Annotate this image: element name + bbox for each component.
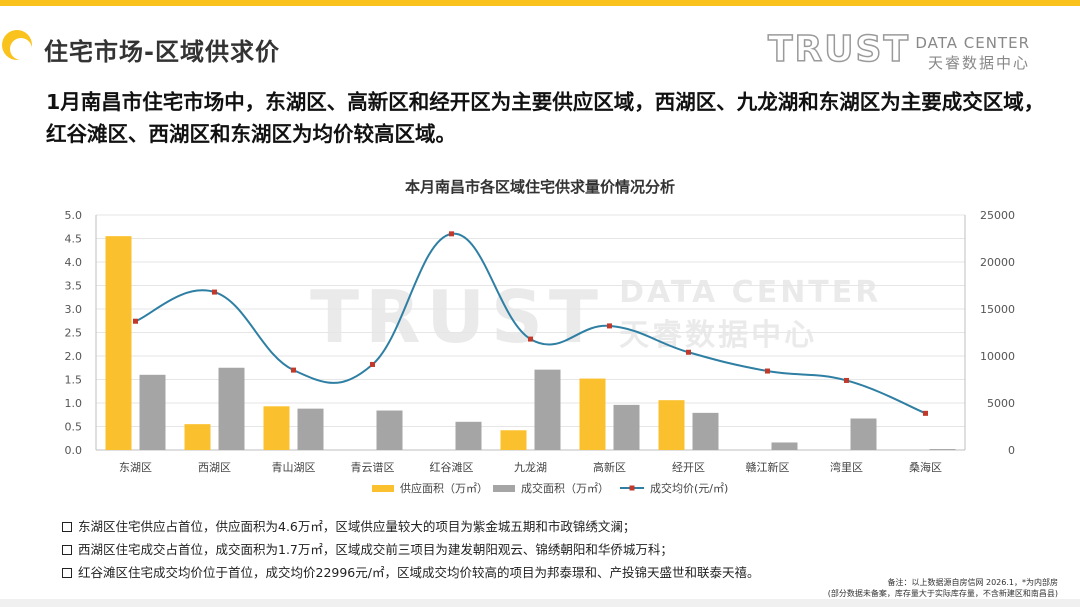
legend-price-label: 成交均价(元/㎡) (650, 481, 728, 495)
y-left-tick-label: 3.5 (65, 280, 83, 293)
supply-bar (500, 430, 527, 450)
chart-title: 本月南昌市各区域住宅供求量价情况分析 (404, 178, 675, 196)
y-left-tick-label: 0.5 (65, 421, 83, 434)
x-tick-label: 桑海区 (909, 460, 942, 474)
y-right-tick-label: 10000 (980, 350, 1015, 363)
price-point (449, 231, 454, 237)
y-left-tick-label: 3.0 (65, 303, 83, 316)
y-right-tick-label: 5000 (987, 397, 1015, 410)
footnote: 备注：以上数据源自房信网 2026.1，*为内部房 (部分数据未备案，库存量大于… (827, 578, 1058, 598)
supply-bar (658, 400, 685, 450)
price-point (844, 377, 849, 383)
deal-bar (534, 369, 561, 450)
y-right-tick-label: 0 (1008, 444, 1015, 457)
price-point (607, 323, 612, 329)
x-tick-label: 青云谱区 (351, 460, 395, 474)
page-header: 住宅市场-区域供求价 TRUST DATA CENTER 天睿数据中心 (0, 6, 1080, 76)
deal-bar (218, 367, 245, 450)
bottom-bar (0, 599, 1080, 607)
x-tick-label: 红谷滩区 (430, 460, 474, 474)
price-point (528, 336, 533, 342)
checkbox-square-icon (62, 567, 72, 578)
y-left-tick-label: 1.0 (65, 397, 83, 410)
x-tick-label: 青山湖区 (272, 461, 316, 474)
legend-price-marker (629, 485, 635, 491)
legend-supply-label: 供应面积（万㎡） (400, 481, 488, 495)
supply-bar (579, 378, 606, 450)
y-left-tick-label: 5.0 (65, 209, 83, 222)
x-tick-label: 经开区 (672, 461, 705, 474)
price-point (133, 318, 138, 324)
y-left-tick-label: 1.5 (65, 374, 83, 387)
x-tick-label: 高新区 (593, 460, 626, 474)
brand-subtitle-cn: 天睿数据中心 (927, 54, 1030, 72)
y-right-tick-label: 20000 (980, 256, 1015, 269)
deal-bar (850, 418, 877, 450)
note-item: 西湖区住宅成交占首位，成交面积为1.7万㎡，区域成交前三项目为建发朝阳观云、锦绣… (62, 538, 759, 561)
price-point (370, 361, 375, 367)
deal-bar (455, 421, 482, 450)
x-tick-label: 九龙湖 (514, 461, 547, 474)
price-point (686, 349, 691, 355)
price-point (212, 289, 217, 295)
page-title: 住宅市场-区域供求价 (44, 38, 280, 66)
brand-subtitle-en: DATA CENTER (915, 34, 1030, 52)
note-item: 东湖区住宅供应占首位，供应面积为4.6万㎡，区域供应量较大的项目为紫金城五期和市… (62, 515, 759, 538)
logo-circle-icon (2, 30, 32, 60)
deal-bar (139, 374, 166, 450)
checkbox-square-icon (62, 544, 72, 555)
supply-demand-price-chart: 0.0 0.5 1.0 1.5 2.0 2.5 3.0 3.5 4.0 4.5 5.0 0 5000 10… (65, 209, 1016, 495)
legend-deal-swatch (493, 485, 515, 492)
y-left-tick-label: 4.5 (65, 233, 83, 246)
brand-trust-text: TRUST (767, 29, 910, 70)
price-point (291, 367, 296, 373)
y-left-tick-label: 2.5 (65, 327, 83, 340)
deal-bar (297, 408, 324, 450)
note-item: 红谷滩区住宅成交均价位于首位，成交均价22996元/㎡，区域成交均价较高的项目为… (62, 561, 759, 584)
checkbox-square-icon (62, 521, 72, 532)
supply-bar (105, 236, 132, 450)
price-point (765, 368, 770, 374)
x-tick-label: 西湖区 (198, 461, 231, 474)
notes-list: 东湖区住宅供应占首位，供应面积为4.6万㎡，区域供应量较大的项目为紫金城五期和市… (62, 515, 759, 584)
supply-bar (184, 424, 211, 450)
supply-bar (263, 406, 290, 450)
x-tick-label: 东湖区 (119, 461, 152, 474)
deal-bar (376, 410, 403, 450)
legend-deal-label: 成交面积（万㎡） (521, 481, 609, 495)
price-point (923, 410, 928, 416)
deal-bar (692, 412, 719, 450)
legend-supply-swatch (372, 485, 394, 492)
y-left-tick-label: 4.0 (65, 256, 83, 269)
y-left-tick-label: 0.0 (65, 444, 83, 457)
x-tick-label: 赣江新区 (746, 460, 790, 474)
price-line (135, 232, 926, 415)
deal-bar (929, 449, 956, 450)
summary-text: 1月南昌市住宅市场中，东湖区、高新区和经开区为主要供应区域，西湖区、九龙湖和东湖… (46, 90, 1045, 146)
deal-bar (771, 442, 798, 450)
y-left-tick-label: 2.0 (65, 350, 83, 363)
y-right-tick-label: 25000 (980, 209, 1015, 222)
top-accent-bar (0, 0, 1080, 6)
deal-bar (613, 404, 640, 450)
y-right-tick-label: 15000 (980, 303, 1015, 316)
x-tick-label: 湾里区 (830, 460, 863, 474)
